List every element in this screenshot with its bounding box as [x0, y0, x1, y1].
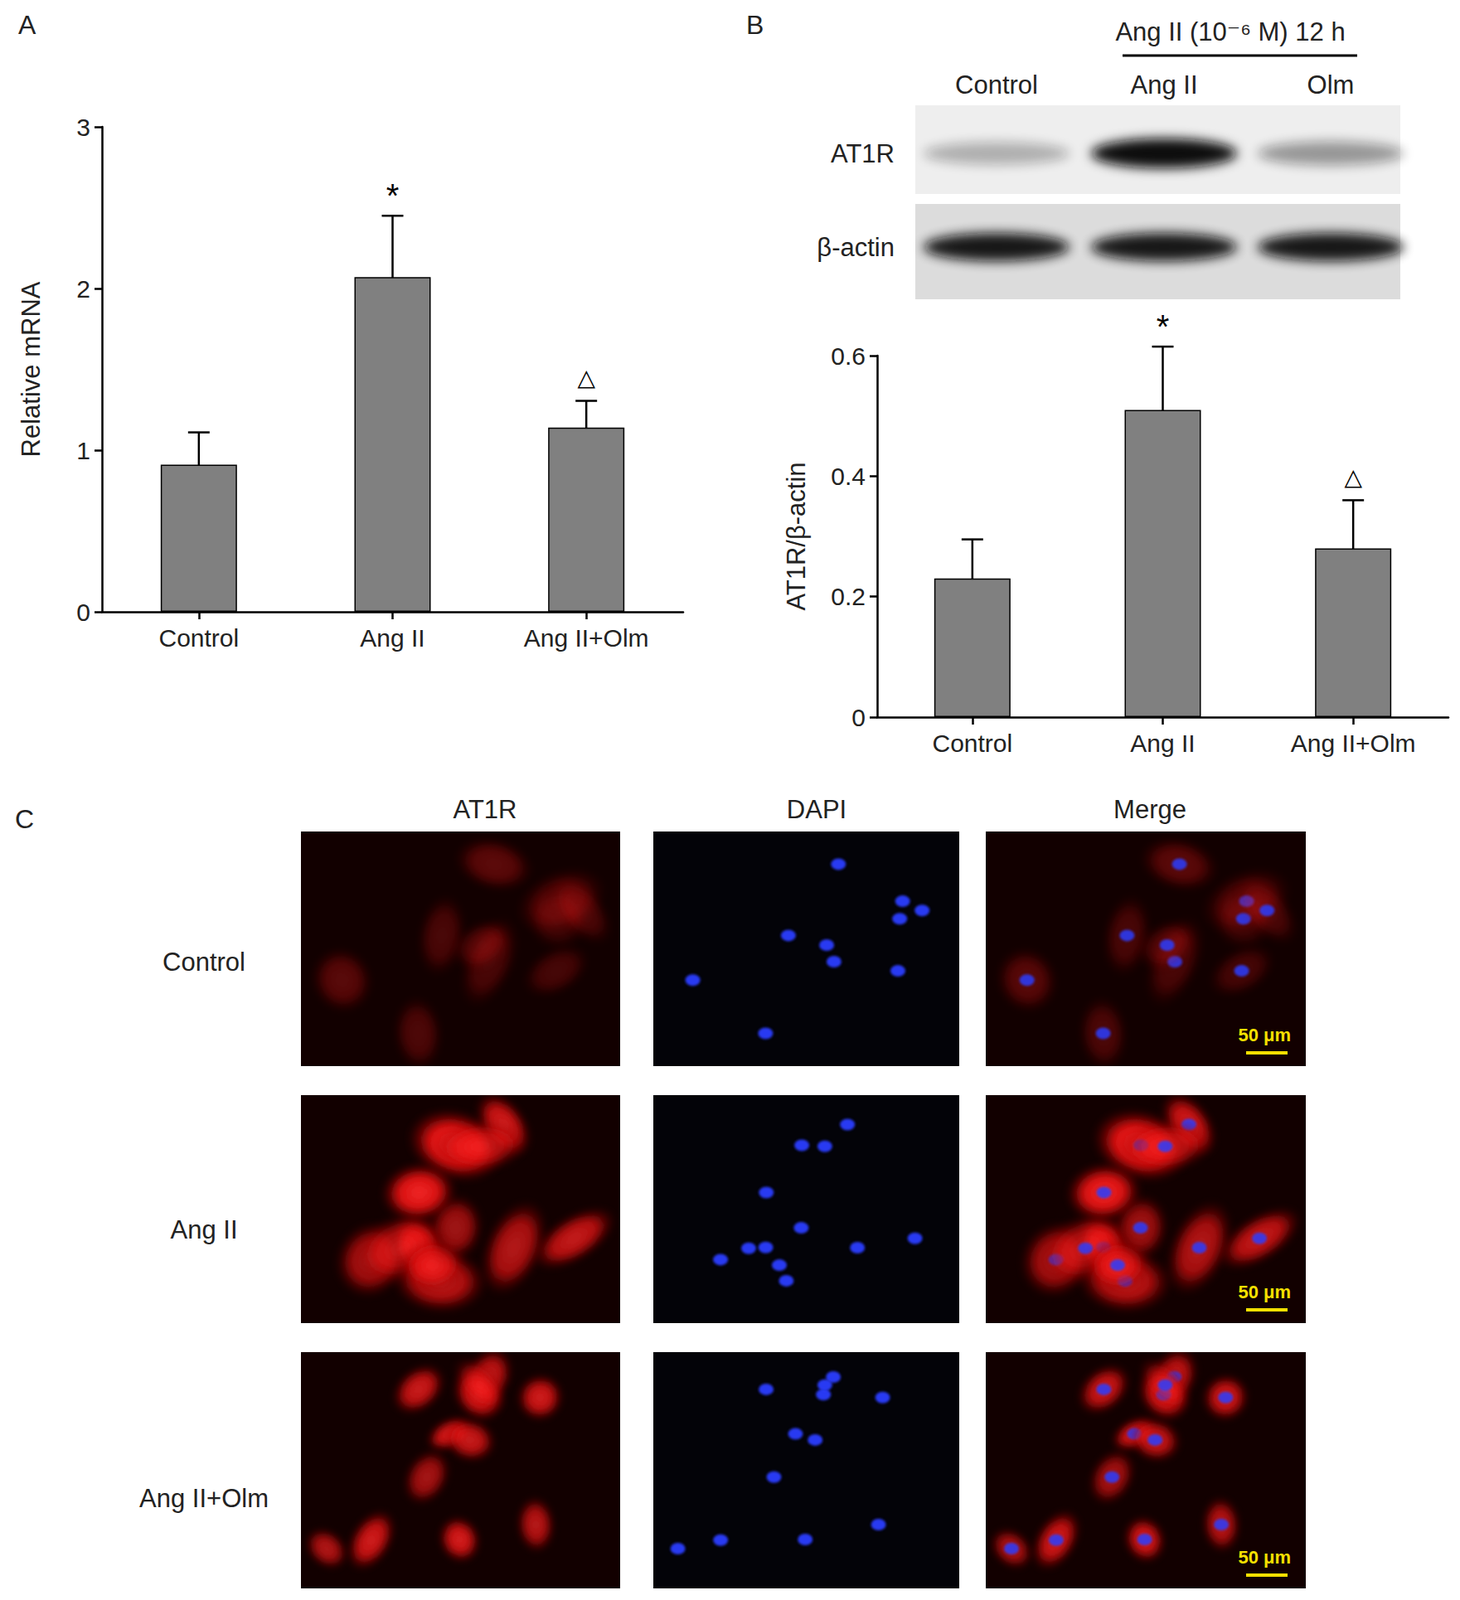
svg-text:Control: Control [162, 947, 246, 977]
svg-text:0.6: 0.6 [830, 342, 866, 370]
html-text:A: A [18, 9, 36, 40]
svg-text:Ang II: Ang II [1130, 70, 1199, 100]
svg-text:50 μm: 50 μm [1237, 1024, 1291, 1046]
svg-text:Merge: Merge [1113, 795, 1187, 825]
svg-text:0.4: 0.4 [830, 462, 866, 490]
svg-text:0: 0 [851, 703, 866, 732]
svg-text:AT1R: AT1R [453, 795, 518, 825]
svg-text:Control: Control [158, 624, 239, 652]
svg-text:AT1R: AT1R [830, 139, 895, 169]
svg-text:Ang II: Ang II [170, 1215, 238, 1245]
svg-text:β-actin: β-actin [816, 232, 895, 262]
svg-text:*: * [1156, 308, 1170, 345]
svg-text:0.2: 0.2 [830, 582, 866, 611]
svg-text:1: 1 [76, 436, 91, 465]
svg-text:50 μm: 50 μm [1237, 1281, 1291, 1303]
svg-text:2: 2 [76, 275, 91, 303]
svg-text:DAPI: DAPI [786, 795, 847, 825]
svg-text:50 μm: 50 μm [1237, 1547, 1291, 1568]
svg-text:AT1R/β-actin: AT1R/β-actin [781, 461, 811, 611]
svg-text:Olm: Olm [1307, 70, 1355, 100]
svg-text:3: 3 [76, 113, 91, 141]
svg-text:Relative mRNA: Relative mRNA [16, 281, 46, 457]
svg-text:△: △ [1343, 464, 1363, 490]
svg-text:Ang II: Ang II [1130, 729, 1195, 757]
svg-text:Control: Control [931, 729, 1013, 757]
html-text:C: C [14, 804, 35, 835]
svg-text:Ang II: Ang II [359, 624, 425, 652]
svg-text:△: △ [577, 364, 596, 391]
html-text:B: B [746, 9, 764, 40]
svg-text:Control: Control [955, 70, 1039, 100]
svg-text:Ang II (10⁻⁶ M) 12 h: Ang II (10⁻⁶ M) 12 h [1115, 17, 1345, 47]
svg-text:0: 0 [76, 598, 91, 626]
svg-text:Ang II+Olm: Ang II+Olm [139, 1484, 269, 1514]
svg-text:*: * [386, 177, 400, 214]
svg-text:Ang II+Olm: Ang II+Olm [1290, 729, 1417, 757]
svg-text:Ang II+Olm: Ang II+Olm [523, 624, 650, 652]
